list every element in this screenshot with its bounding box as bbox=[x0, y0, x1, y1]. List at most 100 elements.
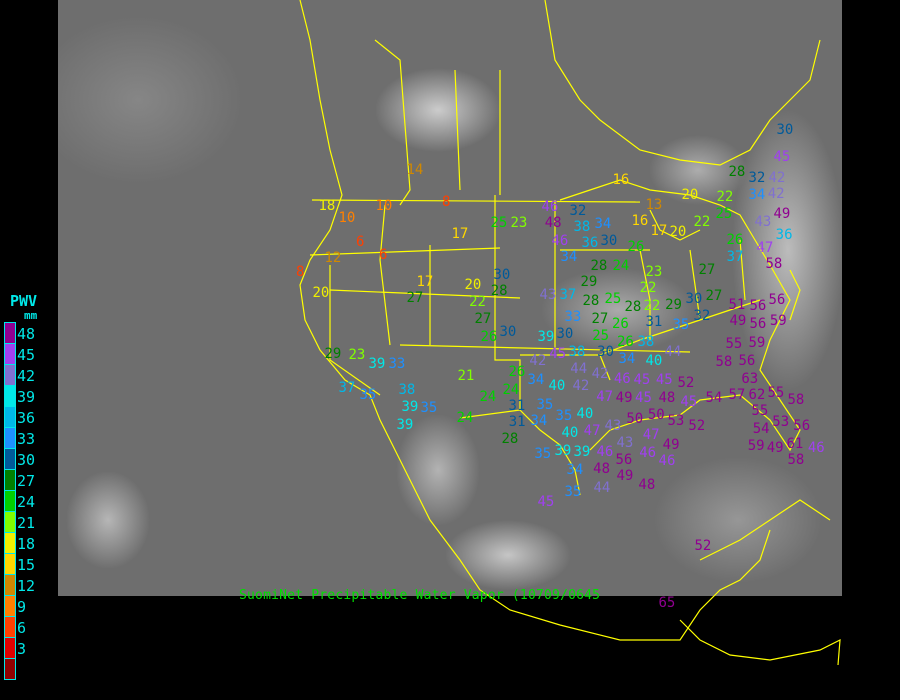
scale-segment bbox=[5, 365, 15, 386]
station-pwv-value: 28 bbox=[590, 258, 608, 274]
station-pwv-value: 25 bbox=[490, 215, 508, 231]
station-pwv-value: 22 bbox=[643, 298, 661, 314]
station-pwv-value: 31 bbox=[508, 398, 526, 414]
border-line bbox=[679, 619, 841, 666]
scale-label: 21 bbox=[17, 514, 36, 532]
station-pwv-value: 43 bbox=[539, 287, 557, 303]
station-pwv-value: 30 bbox=[499, 324, 517, 340]
station-pwv-value: 53 bbox=[667, 412, 685, 429]
station-pwv-value: 30 bbox=[600, 233, 618, 249]
station-pwv-value: 26 bbox=[616, 334, 634, 351]
station-pwv-value: 45 bbox=[537, 494, 555, 510]
station-pwv-value: 32 bbox=[748, 170, 766, 186]
station-pwv-value: 38 bbox=[637, 334, 655, 350]
border-line bbox=[454, 69, 461, 191]
station-pwv-value: 44 bbox=[664, 344, 682, 360]
station-pwv-value: 56 bbox=[738, 353, 756, 369]
station-pwv-value: 31 bbox=[645, 314, 663, 330]
station-pwv-value: 27 bbox=[705, 288, 723, 304]
station-pwv-value: 47 bbox=[756, 240, 774, 256]
station-pwv-value: 35 bbox=[672, 317, 690, 333]
station-pwv-value: 54 bbox=[705, 390, 723, 406]
station-pwv-value: 8 bbox=[296, 264, 305, 280]
scale-segment bbox=[5, 491, 15, 512]
border-line bbox=[374, 39, 411, 206]
scale-segment bbox=[5, 596, 15, 617]
station-pwv-value: 34 bbox=[566, 462, 584, 478]
station-pwv-value: 28 bbox=[490, 283, 508, 300]
station-pwv-value: 27 bbox=[698, 262, 716, 278]
border-line bbox=[699, 499, 831, 561]
legend-title: PWV bbox=[10, 292, 38, 310]
station-pwv-value: 45 bbox=[633, 372, 651, 388]
station-pwv-value: 59 bbox=[747, 437, 765, 454]
station-pwv-value: 37 bbox=[338, 380, 356, 396]
scale-segment bbox=[5, 407, 15, 428]
scale-segment bbox=[5, 533, 15, 554]
station-pwv-value: 38 bbox=[573, 219, 591, 235]
station-pwv-value: 24 bbox=[502, 382, 520, 398]
station-pwv-value: 25 bbox=[592, 328, 610, 345]
station-pwv-value: 34 bbox=[748, 187, 766, 203]
scale-label: 18 bbox=[17, 535, 36, 553]
station-pwv-value: 40 bbox=[645, 353, 663, 369]
station-pwv-value: 34 bbox=[527, 372, 545, 388]
station-pwv-value: 10 bbox=[338, 210, 356, 226]
scale-segment bbox=[5, 344, 15, 365]
station-pwv-value: 22 bbox=[693, 214, 711, 230]
station-pwv-value: 32 bbox=[693, 308, 711, 324]
station-pwv-value: 23 bbox=[645, 264, 663, 280]
station-pwv-value: 13 bbox=[645, 197, 663, 213]
station-pwv-value: 16 bbox=[612, 172, 630, 188]
border-line bbox=[329, 289, 521, 299]
station-pwv-value: 55 bbox=[751, 403, 769, 419]
scale-segment bbox=[5, 428, 15, 449]
station-pwv-value: 59 bbox=[769, 313, 787, 330]
station-pwv-value: 39 bbox=[573, 444, 591, 460]
station-pwv-value: 33 bbox=[564, 309, 582, 325]
station-pwv-value: 43 bbox=[604, 418, 622, 434]
station-pwv-value: 20 bbox=[669, 224, 687, 240]
station-pwv-value: 50 bbox=[647, 407, 665, 424]
station-pwv-value: 28 bbox=[728, 164, 746, 180]
station-pwv-value: 39 bbox=[396, 417, 414, 433]
station-pwv-value: 56 bbox=[749, 298, 767, 314]
border-line bbox=[789, 269, 801, 321]
station-pwv-value: 27 bbox=[406, 290, 424, 306]
station-pwv-value: 58 bbox=[787, 392, 805, 408]
station-pwv-value: 26 bbox=[480, 329, 498, 345]
scale-segment bbox=[5, 512, 15, 533]
scale-segment bbox=[5, 638, 15, 659]
border-line bbox=[599, 299, 761, 356]
station-pwv-value: 28 bbox=[624, 299, 642, 315]
border-line bbox=[494, 350, 581, 496]
station-pwv-value: 52 bbox=[688, 418, 706, 435]
scale-label: 15 bbox=[17, 556, 36, 574]
station-pwv-value: 22 bbox=[639, 280, 657, 297]
scale-label: 27 bbox=[17, 472, 36, 490]
border-line bbox=[299, 0, 771, 641]
station-pwv-value: 24 bbox=[456, 410, 474, 426]
station-pwv-value: 22 bbox=[469, 294, 486, 311]
station-pwv-value: 20 bbox=[681, 187, 699, 203]
border-line bbox=[559, 179, 801, 452]
station-pwv-value: 43 bbox=[616, 434, 634, 451]
station-pwv-value: 12 bbox=[324, 250, 342, 266]
station-pwv-value: 49 bbox=[616, 468, 634, 484]
legend-unit: mm bbox=[24, 309, 38, 322]
station-pwv-value: 28 bbox=[501, 431, 519, 447]
station-pwv-value: 23 bbox=[510, 215, 528, 231]
station-pwv-value: 45 bbox=[655, 371, 673, 388]
station-pwv-value: 49 bbox=[766, 439, 784, 456]
station-pwv-value: 17 bbox=[451, 226, 469, 242]
station-pwv-value: 50 bbox=[626, 411, 644, 428]
station-pwv-value: 55 bbox=[725, 336, 743, 352]
border-line bbox=[689, 249, 701, 321]
scale-segment bbox=[5, 470, 15, 491]
station-pwv-value: 35 bbox=[564, 484, 582, 500]
scale-segment bbox=[5, 386, 15, 407]
station-pwv-value: 26 bbox=[627, 239, 645, 255]
station-pwv-value: 46 bbox=[613, 371, 631, 388]
station-pwv-value: 42 bbox=[529, 352, 547, 369]
